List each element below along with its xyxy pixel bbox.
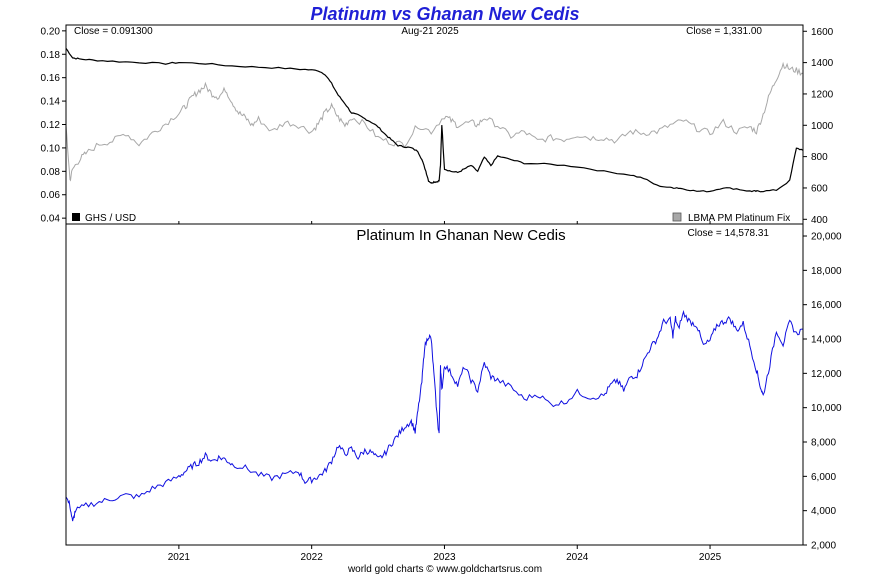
top-right-axis: 1600 1400 1200 1000 800 600 400 xyxy=(803,27,834,226)
y-bottom-tick-label: 12,000 xyxy=(811,369,842,380)
bottom-panel-frame xyxy=(65,223,804,546)
series-line-platinum-cedis xyxy=(65,309,803,522)
y-bottom-tick-label: 8,000 xyxy=(811,438,836,449)
series-line-ghs-usd xyxy=(65,48,804,193)
x-tick-label: 2021 xyxy=(168,552,191,563)
top-series-layer xyxy=(65,48,804,193)
y-right-tick-label: 1600 xyxy=(811,27,834,38)
legend-label-ghs: GHS / USD xyxy=(85,213,136,224)
chart-title: Platinum vs Ghanan New Cedis xyxy=(310,4,579,24)
bottom-panel-title: Platinum In Ghanan New Cedis xyxy=(356,227,565,244)
bottom-right-axis: 20,000 18,000 16,000 14,000 12,000 10,000 8,00… xyxy=(803,232,842,552)
annotation-bottom-close: Close = 14,578.31 xyxy=(688,228,770,239)
y-left-tick-label: 0.18 xyxy=(41,50,61,61)
y-right-tick-label: 600 xyxy=(811,183,828,194)
y-left-tick-label: 0.12 xyxy=(41,120,61,131)
y-bottom-tick-label: 18,000 xyxy=(811,266,842,277)
y-left-tick-label: 0.10 xyxy=(41,143,61,154)
annotation-left-close: Close = 0.091300 xyxy=(74,26,153,37)
y-bottom-tick-label: 16,000 xyxy=(811,300,842,311)
y-left-tick-label: 0.04 xyxy=(41,214,61,225)
x-tick-label: 2023 xyxy=(433,552,456,563)
footer-credit: world gold charts © www.goldchartsrus.co… xyxy=(347,564,542,575)
y-right-tick-label: 800 xyxy=(811,152,828,163)
annotation-right-close: Close = 1,331.00 xyxy=(686,26,762,37)
y-left-tick-label: 0.20 xyxy=(41,26,61,37)
legend-swatch-ghs xyxy=(72,213,80,221)
y-right-tick-label: 1000 xyxy=(811,121,834,132)
y-left-tick-label: 0.14 xyxy=(41,97,61,108)
y-bottom-tick-label: 14,000 xyxy=(811,335,842,346)
y-right-tick-label: 400 xyxy=(811,215,828,226)
y-bottom-tick-label: 4,000 xyxy=(811,506,836,517)
y-right-tick-label: 1200 xyxy=(811,89,834,100)
x-tick-label: 2024 xyxy=(566,552,589,563)
series-line-platinum xyxy=(65,61,804,182)
annotation-date: Aug-21 2025 xyxy=(401,26,459,37)
y-left-tick-label: 0.16 xyxy=(41,73,61,84)
y-left-tick-label: 0.08 xyxy=(41,167,61,178)
y-bottom-tick-label: 2,000 xyxy=(811,541,836,552)
top-left-axis: 0.20 0.18 0.16 0.14 0.12 0.10 0.08 0.06 0.04 xyxy=(41,26,66,225)
top-panel-frame xyxy=(65,24,804,225)
y-bottom-tick-label: 6,000 xyxy=(811,472,836,483)
y-bottom-tick-label: 20,000 xyxy=(811,232,842,243)
legend-label-platinum: LBMA PM Platinum Fix xyxy=(688,213,790,224)
y-left-tick-label: 0.06 xyxy=(41,190,61,201)
x-axis: 2021 2022 2023 2024 2025 xyxy=(168,221,722,563)
y-bottom-tick-label: 10,000 xyxy=(811,403,842,414)
x-tick-label: 2022 xyxy=(301,552,324,563)
legend-swatch-platinum xyxy=(672,212,682,222)
y-right-tick-label: 1400 xyxy=(811,58,834,69)
x-tick-label: 2025 xyxy=(699,552,722,563)
